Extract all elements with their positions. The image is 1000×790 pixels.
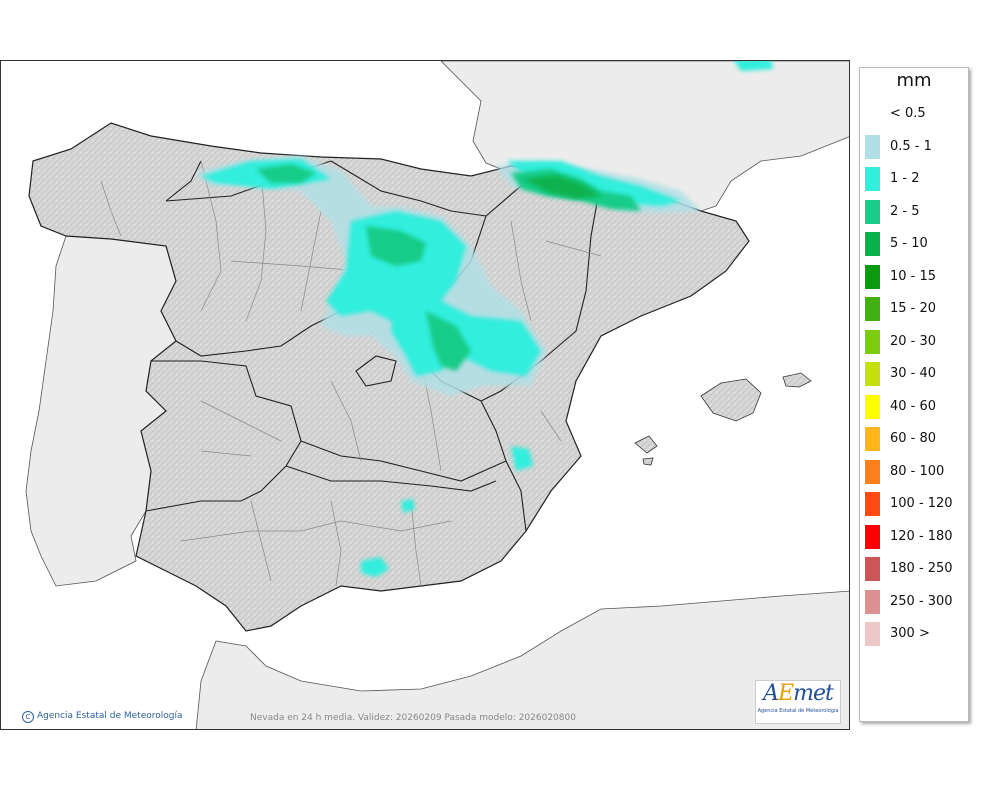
legend-label: 2 - 5 [890,203,920,219]
legend-label: 100 - 120 [890,496,953,511]
snow-class-1-2 [201,159,681,376]
legend-swatch [865,329,880,354]
legend-item: 10 - 15 [864,264,968,289]
legend-swatch [865,589,880,614]
legend-swatch [865,524,880,549]
logo-letter-a: A [763,681,779,706]
map-canvas [25,61,849,729]
snow-class-2-5 [256,164,641,371]
legend-label: 180 - 250 [890,561,953,576]
map-area[interactable] [0,60,850,730]
legend-label: 0.5 - 1 [890,138,932,154]
legend-swatch [865,134,880,159]
legend-label: 30 - 40 [890,366,937,381]
legend-swatch [865,297,880,321]
legend-unit: mm [896,70,932,91]
legend-label: 20 - 30 [890,333,937,349]
formentera-island [642,457,654,466]
legend-item: 80 - 100 [864,459,968,484]
ibiza-island [634,435,658,454]
legend-swatch [865,459,880,484]
legend-item: 300 > [864,622,968,646]
aemet-logo-mark: AEmet [756,681,840,707]
legend-swatch [865,199,880,224]
legend-item: 5 - 10 [864,232,968,256]
snow-class-5-10 [523,175,601,199]
map-caption: Nevada en 24 h media. Validez: 20260209 … [250,713,576,723]
legend-item: 40 - 60 [864,394,968,419]
legend-label: 60 - 80 [890,431,937,446]
legend-label: 15 - 20 [890,301,937,316]
legend-label: 1 - 2 [890,171,920,186]
legend-label: 250 - 300 [890,593,953,609]
mallorca-island [700,378,762,422]
legend-label: 80 - 100 [890,463,945,479]
africa-landmass [195,590,849,729]
legend-label: 10 - 15 [890,268,937,284]
legend-item: 15 - 20 [864,297,968,321]
legend-swatch [865,622,880,646]
legend-swatch [865,362,880,386]
legend-swatch [865,427,880,451]
legend-item: 180 - 250 [864,557,968,581]
legend-label: < 0.5 [890,106,926,121]
legend-swatch [865,394,880,419]
legend-swatch [865,264,880,289]
legend-item: 1 - 2 [864,167,968,191]
legend-item: 2 - 5 [864,199,968,224]
copyright-icon: C [22,711,34,723]
legend-item: 30 - 40 [864,362,968,386]
legend-item: 120 - 180 [864,524,968,549]
aemet-logo-subtitle: Agencia Estatal de Meteorología [757,708,839,714]
menorca-island [782,372,812,388]
spain-landmass [28,122,750,632]
copyright-notice: C Agencia Estatal de Meteorología [22,711,183,723]
legend-item: 100 - 120 [864,492,968,516]
legend-item: 250 - 300 [864,589,968,614]
snowfall-overlay [196,61,773,577]
legend-swatch [865,232,880,256]
legend-item: 60 - 80 [864,427,968,451]
legend-label: 120 - 180 [890,528,953,544]
legend-label: 40 - 60 [890,398,937,414]
legend-item: < 0.5 [864,102,968,122]
logo-letter-e: E [778,681,794,706]
legend-swatch [865,492,880,516]
logo-letters-met: met [793,681,834,706]
legend-item: 20 - 30 [864,329,968,354]
aemet-logo: AEmet Agencia Estatal de Meteorología [755,680,841,724]
region-boundaries [145,160,602,532]
copyright-text: Agencia Estatal de Meteorología [37,711,183,721]
legend-swatch [865,167,880,191]
legend-item: 0.5 - 1 [864,134,968,159]
legend-label: 300 > [890,626,930,641]
legend-label: 5 - 10 [890,236,928,251]
legend-panel: mm < 0.5 0.5 - 1 1 - 2 2 - 5 5 - 10 10 - 15 15… [859,67,969,722]
legend-swatch [865,557,880,581]
